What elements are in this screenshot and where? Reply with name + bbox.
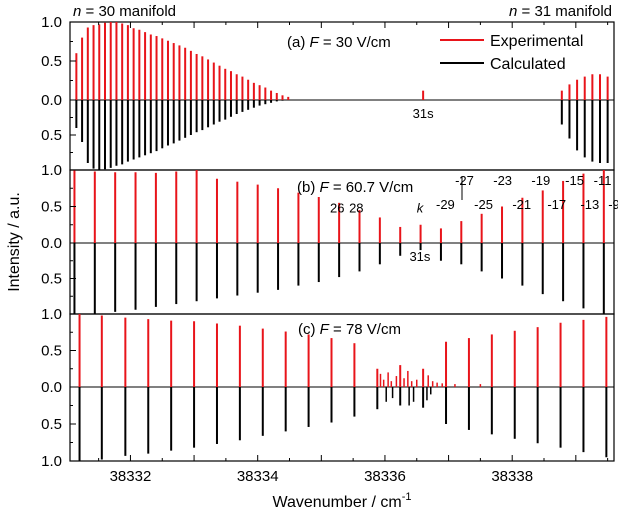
x-tick-label: 38334 xyxy=(237,468,279,485)
y-tick-label: 0.0 xyxy=(41,379,62,396)
legend-label-calculated: Calculated xyxy=(490,56,566,73)
k-label-lower: -21 xyxy=(512,197,531,212)
y-tick-label: 0.5 xyxy=(41,416,62,433)
chart-text: 1.0 0.5 0.0 0.5 1.0 0.5 0.0 0.5 1.0 0.5 0.0 0.5 1.0 3… xyxy=(6,3,618,511)
spectral-lines xyxy=(73,22,609,461)
k-label-lower: -17 xyxy=(547,197,566,212)
y-tick-label: 0.0 xyxy=(41,92,62,109)
panel-label-a: (a) F = 30 V/cm xyxy=(287,34,391,51)
k-label-lower: -13 xyxy=(580,197,599,212)
annotation: k xyxy=(417,200,425,215)
panel-label-c-part: (c) xyxy=(298,321,320,338)
y-tick-label: 1.0 xyxy=(41,453,62,470)
panel-label-b-part: (b) xyxy=(297,179,320,196)
y-axis-label: Intensity / a.u. xyxy=(6,192,23,292)
header-right-part: = 31 manifold xyxy=(517,3,612,20)
k-label-upper: -27 xyxy=(455,173,474,188)
k-label-upper: -23 xyxy=(493,173,512,188)
header-right-part: n xyxy=(509,3,517,20)
legend-label-experimental: Experimental xyxy=(490,33,583,50)
y-tick-label: 0.5 xyxy=(41,53,62,70)
panel-label-b: (b) F = 60.7 V/cm xyxy=(297,179,413,196)
k-label-lower: -9 xyxy=(608,197,618,212)
k-label-upper: -19 xyxy=(531,173,550,188)
annotation: 31s xyxy=(409,249,430,264)
annotation: 31s xyxy=(413,106,434,121)
panel-label-c-part: F xyxy=(320,321,330,338)
y-tick-label: 1.0 xyxy=(41,162,62,179)
axis-ticks xyxy=(70,21,609,462)
x-axis-label: Wavenumber / cm-1 xyxy=(273,491,412,511)
k-label-upper: -11 xyxy=(594,173,612,188)
panel-label-a-part: = 30 V/cm xyxy=(319,34,391,51)
header-left-part: n xyxy=(73,3,81,20)
y-tick-label: 1.0 xyxy=(41,306,62,323)
header-right: n = 31 manifold xyxy=(509,3,612,20)
y-tick-label: 0.5 xyxy=(41,199,62,216)
x-tick-label: 38336 xyxy=(364,468,406,485)
panel-label-b-part: F xyxy=(320,179,330,196)
y-tick-label: 0.5 xyxy=(41,271,62,288)
y-tick-label: 0.0 xyxy=(41,235,62,252)
annotation: 26 xyxy=(330,200,344,215)
k-label-lower: -25 xyxy=(474,197,493,212)
k-label-upper: -15 xyxy=(565,173,584,188)
header-left: n = 30 manifold xyxy=(73,3,176,20)
panel-label-a-part: (a) xyxy=(287,34,310,51)
x-tick-label: 38338 xyxy=(491,468,533,485)
k-label-lower: -29 xyxy=(436,197,455,212)
x-axis-label-text: Wavenumber / cm xyxy=(273,494,402,511)
y-tick-label: 1.0 xyxy=(41,14,62,31)
annotation: 28 xyxy=(349,200,363,215)
header-left-part: = 30 manifold xyxy=(81,3,176,20)
y-tick-label: 0.5 xyxy=(41,343,62,360)
y-tick-label: 0.5 xyxy=(41,127,62,144)
panel-label-c-part: = 78 V/cm xyxy=(329,321,401,338)
x-axis-label-superscript: -1 xyxy=(402,491,412,503)
panel-label-c: (c) F = 78 V/cm xyxy=(298,321,401,338)
panel-label-b-part: = 60.7 V/cm xyxy=(329,179,414,196)
panel-label-a-part: F xyxy=(310,34,320,51)
x-tick-label: 38332 xyxy=(110,468,152,485)
